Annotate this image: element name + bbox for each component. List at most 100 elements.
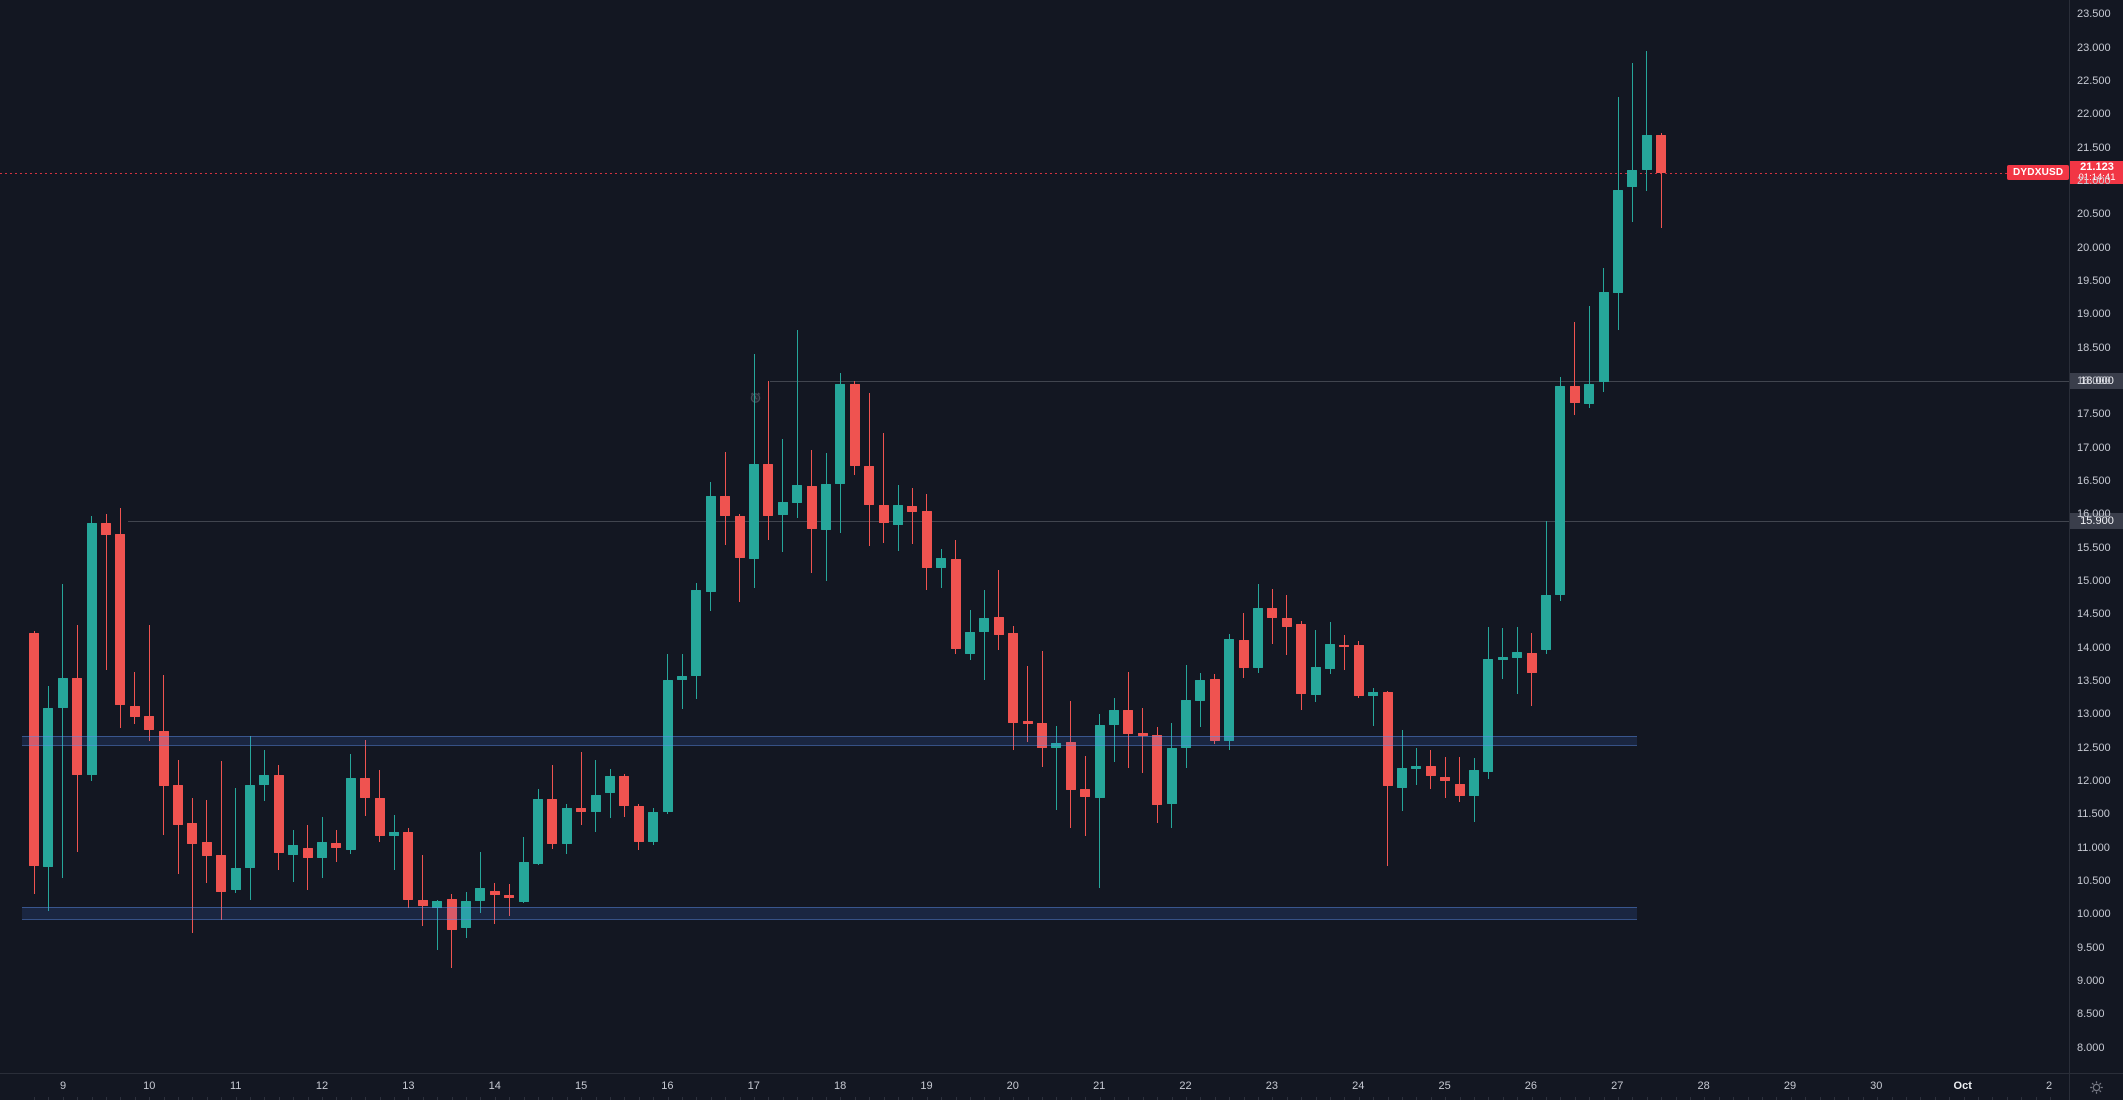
candle-body (965, 631, 975, 655)
candle-body (1022, 721, 1033, 724)
candle-wick (1631, 63, 1633, 223)
bar-separator-tick (782, 1097, 784, 1100)
candle-wick (62, 583, 64, 879)
bar-separator-tick (912, 1097, 914, 1100)
time-axis[interactable]: 9 10 11 12 13 14 15 16 17 18 19 20 21 22 23 24 25 26 27 28 2… (0, 1073, 2123, 1100)
candle-wick (206, 800, 208, 883)
time-tick-label-22: 22 (1179, 1080, 1192, 1092)
candle-wick (940, 549, 942, 589)
price-zone-low[interactable] (22, 907, 1637, 920)
bar-separator-tick (1632, 1097, 1634, 1100)
bar-separator-tick (379, 1097, 381, 1100)
candle-body (1253, 608, 1263, 669)
candle-body (605, 776, 615, 793)
chart-canvas[interactable]: DYDXUSD (0, 0, 2069, 1073)
current-price-line (0, 172, 2069, 174)
bar-separator-tick (1027, 1097, 1029, 1100)
bar-separator-tick (2006, 1097, 2008, 1100)
bar-separator-tick (206, 1097, 208, 1100)
candle-body (101, 523, 111, 535)
bar-separator-tick (1186, 1097, 1187, 1100)
bar-separator-tick (1877, 1097, 1879, 1100)
candle-wick (739, 514, 741, 603)
price-tick-label: 20.000 (2077, 241, 2111, 254)
horizontal-ray-15.900[interactable] (128, 521, 2069, 522)
price-zone-mid[interactable] (22, 735, 1637, 747)
bar-separator-tick (336, 1097, 338, 1100)
bar-separator-tick (552, 1097, 554, 1100)
candle-wick (1574, 321, 1576, 415)
bar-separator-tick (1675, 1097, 1677, 1100)
bar-separator-tick (1790, 1097, 1792, 1100)
bar-separator-tick (998, 1097, 1000, 1100)
bar-separator-tick (1416, 1097, 1418, 1100)
candle-body (1051, 743, 1062, 749)
candle-body (821, 483, 831, 530)
candle-wick (580, 752, 582, 825)
candle-wick (1055, 725, 1057, 810)
candle-body (1555, 386, 1566, 595)
candle-body (720, 495, 731, 517)
candle-wick (1646, 51, 1648, 191)
candle-body (1440, 777, 1451, 781)
bar-separator-tick (1430, 1097, 1432, 1100)
bar-separator-tick (739, 1097, 741, 1100)
bar-separator-tick (1560, 1097, 1562, 1100)
bar-separator-tick (480, 1097, 482, 1100)
gear-icon[interactable] (2088, 1079, 2105, 1096)
candle-wick (1113, 697, 1115, 762)
symbol-price-flag: DYDXUSD (2007, 165, 2069, 181)
bar-separator-tick (667, 1097, 669, 1100)
bar-close-countdown: 01:14:41 (2078, 172, 2116, 184)
price-tick-label: 18.500 (2077, 341, 2111, 354)
candle-wick (364, 739, 366, 817)
candle-body (619, 775, 630, 807)
price-tick-label: 9.500 (2077, 941, 2105, 954)
bar-separator-tick (1445, 1097, 1447, 1100)
bar-separator-tick (1805, 1097, 1807, 1100)
candle-body (705, 495, 716, 593)
candle-body (1339, 645, 1350, 647)
candle-body (1469, 769, 1479, 796)
price-tick-label: 14.500 (2077, 608, 2111, 621)
candle-body (936, 558, 947, 569)
price-tick-label: 12.500 (2077, 741, 2111, 754)
bar-separator-tick (1978, 1097, 1979, 1100)
bar-separator-tick (1589, 1097, 1591, 1100)
candle-wick (681, 654, 683, 709)
candle-wick (911, 487, 913, 544)
candle-wick (796, 329, 798, 518)
bar-separator-tick (1762, 1097, 1763, 1100)
candle-body (835, 383, 846, 484)
candle-body (1310, 667, 1321, 695)
price-tick-label: 21.500 (2077, 141, 2111, 154)
bar-separator-tick (1661, 1097, 1663, 1100)
candle-wick (1027, 666, 1029, 742)
horizontal-ray-18.000[interactable] (770, 381, 2069, 382)
candle-body (1382, 692, 1393, 786)
candle-body (864, 466, 875, 505)
bar-separator-tick (451, 1097, 453, 1100)
candle-body (1641, 135, 1652, 171)
candle-body (518, 862, 529, 902)
candle-body (230, 868, 241, 890)
time-tick-label-26: 26 (1524, 1080, 1538, 1092)
bar-separator-tick (1488, 1097, 1490, 1100)
candle-wick (1315, 629, 1317, 702)
candle-body (259, 775, 270, 785)
candle-body (489, 891, 500, 895)
bar-separator-tick (1042, 1097, 1043, 1100)
time-tick-label-19: 19 (920, 1080, 933, 1092)
time-tick-label-2: 2 (2046, 1080, 2053, 1092)
alarm-clock-icon[interactable] (748, 390, 763, 405)
time-tick-label-18: 18 (833, 1080, 847, 1092)
bar-separator-tick (1114, 1097, 1115, 1100)
bar-separator-tick (1690, 1097, 1691, 1100)
candle-body (1397, 768, 1407, 789)
bar-separator-tick (754, 1097, 755, 1100)
price-axis[interactable]: 18.000 15.900 21.123 01:14:41 23.500 23.0… (2069, 0, 2123, 1073)
candle-body (633, 805, 644, 843)
price-tick-label: 22.500 (2077, 75, 2111, 87)
candle-body (446, 899, 457, 930)
bar-separator-tick (797, 1097, 799, 1100)
